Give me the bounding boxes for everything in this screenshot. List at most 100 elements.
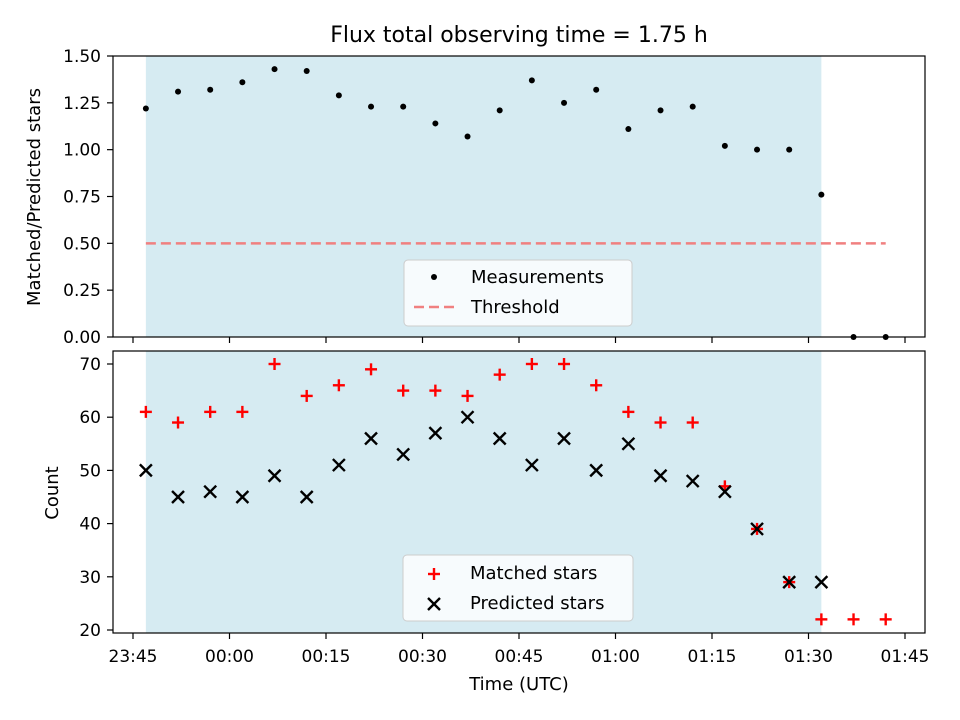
predicted-star-marker: [557, 431, 571, 446]
measurement-point: [303, 67, 310, 74]
matched-star-marker: [654, 416, 667, 429]
predicted-star-marker: [750, 522, 764, 536]
predicted-star-marker: [235, 490, 250, 504]
x-axis-label: Time (UTC): [468, 674, 569, 695]
top-legend: Measurements Threshold: [403, 259, 633, 327]
y-tick-label: 30: [79, 568, 101, 588]
predicted-star-marker: [621, 436, 636, 451]
top-y-axis: 0.00 0.25 0.50 0.75 1.00 1.25 1.50: [63, 47, 113, 348]
x-tick-label: 00:30: [398, 647, 447, 667]
x-tick-label: 23:45: [109, 647, 158, 667]
predicted-star-marker: [299, 490, 314, 504]
legend-predicted-marker: [427, 597, 441, 611]
measurement-point: [561, 99, 568, 106]
predicted-star-marker: [492, 431, 507, 446]
x-tick-label: 01:00: [591, 647, 640, 667]
y-tick-label: 40: [79, 515, 101, 535]
measurement-point: [721, 142, 728, 149]
measurement-point: [271, 66, 278, 73]
measurement-point: [496, 107, 503, 114]
matched-star-marker: [590, 379, 603, 392]
measurement-points: [142, 66, 889, 340]
measurement-point: [400, 103, 407, 110]
legend-matched-label: Matched stars: [470, 563, 597, 584]
top-y-label: Matched/Predicted stars: [24, 88, 45, 306]
predicted-star-marker: [428, 426, 443, 441]
matched-star-marker: [397, 384, 410, 397]
y-tick-label: 1.25: [63, 94, 101, 114]
x-tick-label: 01:30: [784, 647, 833, 667]
matched-star-marker: [686, 416, 699, 429]
matched-star-markers: [139, 358, 892, 626]
measurement-point: [786, 146, 793, 153]
measurement-point: [818, 191, 825, 198]
matched-star-marker: [268, 358, 281, 370]
predicted-star-marker: [396, 447, 411, 462]
predicted-star-marker: [139, 463, 153, 478]
predicted-star-marker: [589, 463, 604, 478]
matched-star-marker: [525, 358, 538, 370]
predicted-star-marker: [460, 410, 475, 425]
matched-star-marker: [332, 379, 345, 392]
y-tick-label: 20: [79, 621, 101, 641]
predicted-star-marker: [332, 458, 346, 472]
matched-star-marker: [172, 416, 185, 429]
predicted-star-marker: [718, 484, 732, 499]
y-tick-label: 1.00: [63, 141, 101, 161]
y-tick-label: 0.25: [63, 281, 101, 301]
measurement-point: [368, 103, 375, 110]
y-tick-label: 0.75: [63, 188, 101, 208]
predicted-star-marker: [782, 575, 797, 589]
matched-star-marker: [236, 405, 249, 418]
x-tick-label: 01:15: [688, 647, 737, 667]
x-tick-label: 01:45: [881, 647, 930, 667]
bottom-legend: Matched stars Predicted stars: [402, 554, 634, 622]
bottom-x-axis: 23:45 00:00 00:15 00:30 00:45 01:00 01:15 01:30…: [109, 633, 930, 667]
predicted-star-marker: [203, 484, 218, 499]
measurement-point: [464, 133, 471, 140]
matched-star-marker: [461, 389, 474, 402]
y-tick-label: 60: [79, 408, 101, 428]
matched-star-marker: [815, 613, 828, 626]
matched-star-marker: [365, 363, 378, 376]
predicted-star-marker: [525, 458, 539, 472]
bottom-y-label: Count: [42, 466, 63, 519]
measurement-point: [593, 86, 600, 93]
y-tick-label: 1.50: [63, 47, 101, 67]
matched-star-marker: [493, 368, 506, 381]
measurement-point: [207, 86, 214, 93]
measurement-point: [657, 107, 664, 114]
legend-measurement-marker: [431, 274, 437, 280]
measurement-point: [239, 79, 246, 86]
top-legend-box: [403, 259, 633, 327]
predicted-star-marker: [653, 468, 668, 483]
predicted-star-marker: [814, 575, 829, 589]
matched-star-marker: [879, 613, 892, 626]
x-tick-label: 00:15: [302, 647, 351, 667]
y-tick-label: 0.00: [63, 328, 101, 348]
measurement-point: [689, 103, 696, 110]
bottom-panel: 20 30 40 50 60 70 23:45 00:00 00:15 00:30 00:45 01…: [42, 350, 930, 695]
predicted-star-markers: [139, 410, 829, 589]
measurement-point: [754, 146, 761, 153]
matched-star-marker: [429, 384, 442, 397]
legend-measurements-label: Measurements: [471, 267, 604, 288]
legend-matched-marker: [428, 568, 440, 580]
bottom-legend-box: [402, 554, 634, 622]
matched-star-marker: [847, 613, 860, 626]
matched-star-marker: [558, 358, 571, 370]
measurement-point: [335, 92, 342, 99]
matched-star-marker: [300, 389, 313, 402]
legend-predicted-label: Predicted stars: [470, 593, 604, 614]
bottom-y-axis: 20 30 40 50 60 70: [79, 355, 113, 641]
predicted-star-marker: [685, 474, 700, 488]
y-tick-label: 70: [79, 355, 101, 375]
measurement-point: [175, 88, 182, 95]
matched-star-marker: [204, 405, 217, 418]
x-tick-label: 00:00: [205, 647, 254, 667]
x-tick-label: 00:45: [495, 647, 544, 667]
top-panel: Flux total observing time = 1.75 h 0.000…: [24, 23, 926, 348]
measurement-point: [528, 77, 535, 84]
measurement-point: [142, 105, 149, 112]
